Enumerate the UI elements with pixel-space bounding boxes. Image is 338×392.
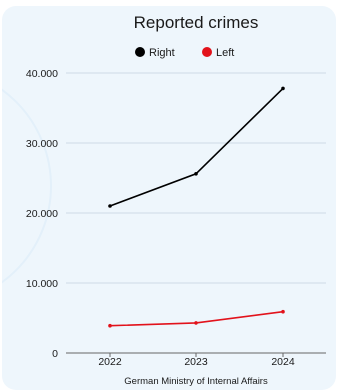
data-point-right xyxy=(194,172,198,176)
grid-lines xyxy=(66,72,326,284)
y-tick-label: 0 xyxy=(52,348,58,360)
y-tick-label: 40.000 xyxy=(26,68,58,80)
legend-label-left: Left xyxy=(216,47,234,59)
data-point-left xyxy=(108,323,112,328)
source-note: German Ministry of Internal Affairs xyxy=(124,376,268,387)
y-axis: 0 10.000 20.000 30.000 40.000 xyxy=(26,68,58,360)
x-axis: 2022 2023 2024 xyxy=(66,352,326,368)
y-tick-label: 10.000 xyxy=(26,278,58,290)
y-tick-label: 20.000 xyxy=(26,208,58,220)
chart-title: Reported crimes xyxy=(134,13,259,32)
data-point-left xyxy=(194,321,198,325)
data-point-right xyxy=(108,204,112,208)
x-tick-label: 2024 xyxy=(271,356,295,368)
legend-marker-left xyxy=(202,47,212,57)
chart-card xyxy=(2,6,336,390)
data-point-right xyxy=(281,86,285,91)
data-point-left xyxy=(281,309,285,314)
x-tick-label: 2023 xyxy=(184,356,208,368)
legend-marker-right xyxy=(135,47,145,57)
series-line-right xyxy=(109,87,284,207)
x-tick-label: 2022 xyxy=(98,356,122,368)
chart-legend: Right Left xyxy=(135,47,234,59)
y-tick-label: 30.000 xyxy=(26,138,58,150)
series-group xyxy=(108,86,285,328)
legend-label-right: Right xyxy=(149,47,175,59)
